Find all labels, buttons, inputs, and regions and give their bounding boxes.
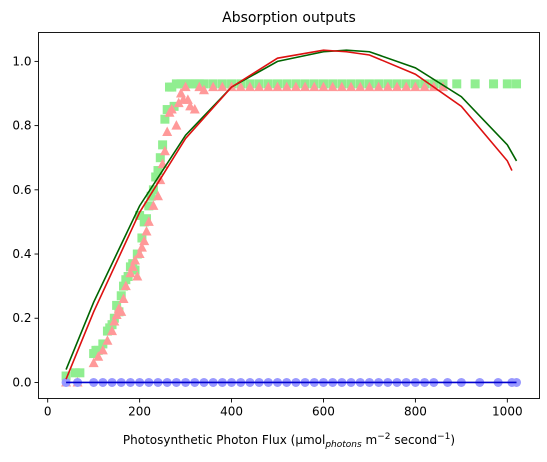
data-point xyxy=(503,79,512,88)
y-tick-label: 0.8 xyxy=(12,119,31,133)
y-tick-label: 1.0 xyxy=(12,54,31,68)
y-tick-label: 0.6 xyxy=(12,183,31,197)
data-point xyxy=(489,79,498,88)
data-point xyxy=(162,127,172,137)
chart-title: Absorption outputs xyxy=(222,10,356,26)
x-tick-label: 1000 xyxy=(492,405,523,419)
series-1 xyxy=(61,82,448,387)
x-tick-label: 200 xyxy=(128,405,151,419)
data-point xyxy=(452,79,461,88)
x-tick-label: 600 xyxy=(312,405,335,419)
series-4 xyxy=(66,50,512,379)
series-line xyxy=(66,50,512,379)
data-point xyxy=(512,79,521,88)
x-tick-label: 800 xyxy=(404,405,427,419)
y-tick-label: 0.2 xyxy=(12,311,31,325)
x-axis-label: Photosynthetic Photon Flux (μmolphotons … xyxy=(123,432,455,450)
data-point xyxy=(142,226,152,236)
x-tick-label: 0 xyxy=(44,405,52,419)
x-tick-label: 400 xyxy=(220,405,243,419)
data-point xyxy=(171,120,181,130)
data-point xyxy=(471,79,480,88)
y-tick-label: 0.4 xyxy=(12,247,31,261)
data-point xyxy=(75,368,84,377)
y-tick-label: 0.0 xyxy=(12,375,31,389)
series-0 xyxy=(62,79,521,380)
